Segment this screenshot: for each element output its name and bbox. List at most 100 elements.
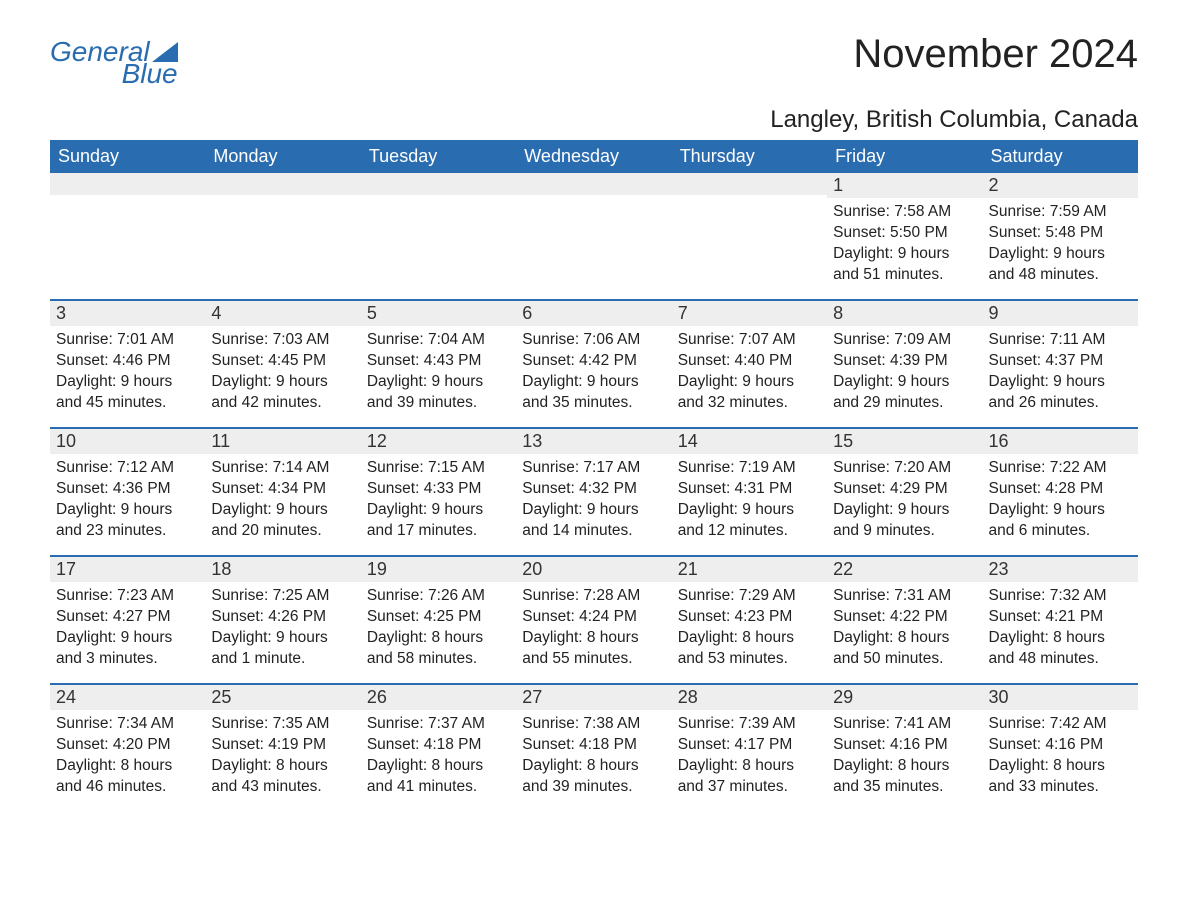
day-number: 7 [672, 299, 827, 326]
sunset-text: Sunset: 4:20 PM [56, 735, 199, 756]
sunrise-text: Sunrise: 7:15 AM [367, 458, 510, 479]
day-details: Sunrise: 7:39 AMSunset: 4:17 PMDaylight:… [672, 710, 827, 806]
calendar-day-cell: 11Sunrise: 7:14 AMSunset: 4:34 PMDayligh… [205, 427, 360, 555]
calendar-day-cell: 12Sunrise: 7:15 AMSunset: 4:33 PMDayligh… [361, 427, 516, 555]
sunset-text: Sunset: 4:43 PM [367, 351, 510, 372]
day-number: 14 [672, 427, 827, 454]
sunset-text: Sunset: 5:50 PM [833, 223, 976, 244]
day-number: 25 [205, 683, 360, 710]
calendar-day-cell: 28Sunrise: 7:39 AMSunset: 4:17 PMDayligh… [672, 683, 827, 811]
title-block: November 2024 [853, 32, 1138, 76]
day-number: 16 [983, 427, 1138, 454]
day-number: 10 [50, 427, 205, 454]
day-details: Sunrise: 7:12 AMSunset: 4:36 PMDaylight:… [50, 454, 205, 550]
day-details: Sunrise: 7:20 AMSunset: 4:29 PMDaylight:… [827, 454, 982, 550]
sunset-text: Sunset: 4:28 PM [989, 479, 1132, 500]
day-details: Sunrise: 7:07 AMSunset: 4:40 PMDaylight:… [672, 326, 827, 422]
calendar-day-cell [672, 171, 827, 299]
sunset-text: Sunset: 4:36 PM [56, 479, 199, 500]
sunrise-text: Sunrise: 7:31 AM [833, 586, 976, 607]
sunrise-text: Sunrise: 7:03 AM [211, 330, 354, 351]
calendar-day-cell: 9Sunrise: 7:11 AMSunset: 4:37 PMDaylight… [983, 299, 1138, 427]
weekday-header: Saturday [983, 142, 1138, 171]
sunrise-text: Sunrise: 7:28 AM [522, 586, 665, 607]
day-number: 28 [672, 683, 827, 710]
calendar-day-cell: 21Sunrise: 7:29 AMSunset: 4:23 PMDayligh… [672, 555, 827, 683]
calendar-day-cell: 26 Sunrise: 7:37 AMSunset: 4:18 PMDayligh… [361, 683, 516, 811]
page-title: November 2024 [853, 32, 1138, 76]
daylight-text: Daylight: 8 hours and 55 minutes. [522, 628, 665, 670]
daylight-text: Daylight: 9 hours and 1 minute. [211, 628, 354, 670]
sunrise-text: Sunrise: 7:06 AM [522, 330, 665, 351]
day-details: Sunrise: 7:06 AMSunset: 4:42 PMDaylight:… [516, 326, 671, 422]
day-number: 3 [50, 299, 205, 326]
sunset-text: Sunset: 4:27 PM [56, 607, 199, 628]
sunrise-text: Sunrise: 7:37 AM [367, 714, 510, 735]
sunrise-text: Sunrise: 7:23 AM [56, 586, 199, 607]
day-number: 30 [983, 683, 1138, 710]
calendar-week-row: 10Sunrise: 7:12 AMSunset: 4:36 PMDayligh… [50, 427, 1138, 555]
calendar-day-cell: 1Sunrise: 7:58 AMSunset: 5:50 PMDaylight… [827, 171, 982, 299]
empty-day-bar [516, 171, 671, 195]
calendar-day-cell: 14Sunrise: 7:19 AMSunset: 4:31 PMDayligh… [672, 427, 827, 555]
sunrise-text: Sunrise: 7:34 AM [56, 714, 199, 735]
day-details: Sunrise: 7:11 AMSunset: 4:37 PMDaylight:… [983, 326, 1138, 422]
calendar-day-cell: 17Sunrise: 7:23 AMSunset: 4:27 PMDayligh… [50, 555, 205, 683]
day-details: Sunrise: 7:34 AMSunset: 4:20 PMDaylight:… [50, 710, 205, 806]
day-details: Sunrise: 7:22 AMSunset: 4:28 PMDaylight:… [983, 454, 1138, 550]
daylight-text: Daylight: 9 hours and 26 minutes. [989, 372, 1132, 414]
day-number: 15 [827, 427, 982, 454]
daylight-text: Daylight: 9 hours and 45 minutes. [56, 372, 199, 414]
calendar-day-cell: 24Sunrise: 7:34 AMSunset: 4:20 PMDayligh… [50, 683, 205, 811]
daylight-text: Daylight: 9 hours and 23 minutes. [56, 500, 199, 542]
day-number: 20 [516, 555, 671, 582]
day-details: Sunrise: 7:58 AMSunset: 5:50 PMDaylight:… [827, 198, 982, 294]
sunrise-text: Sunrise: 7:41 AM [833, 714, 976, 735]
day-number: 13 [516, 427, 671, 454]
day-number: 29 [827, 683, 982, 710]
weekday-header: Sunday [50, 142, 205, 171]
day-number: 12 [361, 427, 516, 454]
calendar-week-row: 3Sunrise: 7:01 AMSunset: 4:46 PMDaylight… [50, 299, 1138, 427]
calendar-day-cell: 4Sunrise: 7:03 AMSunset: 4:45 PMDaylight… [205, 299, 360, 427]
calendar-day-cell: 29Sunrise: 7:41 AMSunset: 4:16 PMDayligh… [827, 683, 982, 811]
sunrise-text: Sunrise: 7:35 AM [211, 714, 354, 735]
daylight-text: Daylight: 8 hours and 37 minutes. [678, 756, 821, 798]
sunset-text: Sunset: 4:18 PM [522, 735, 665, 756]
daylight-text: Daylight: 8 hours and 50 minutes. [833, 628, 976, 670]
day-details: Sunrise: 7:28 AMSunset: 4:24 PMDaylight:… [516, 582, 671, 678]
sunset-text: Sunset: 4:18 PM [367, 735, 510, 756]
weekday-header: Friday [827, 142, 982, 171]
day-number: 6 [516, 299, 671, 326]
sunrise-text: Sunrise: 7:42 AM [989, 714, 1132, 735]
day-number: 26 [361, 683, 516, 710]
sunset-text: Sunset: 4:40 PM [678, 351, 821, 372]
daylight-text: Daylight: 8 hours and 43 minutes. [211, 756, 354, 798]
daylight-text: Daylight: 8 hours and 41 minutes. [367, 756, 510, 798]
day-details: Sunrise: 7:04 AMSunset: 4:43 PMDaylight:… [361, 326, 516, 422]
day-details: Sunrise: 7:35 AMSunset: 4:19 PMDaylight:… [205, 710, 360, 806]
sunset-text: Sunset: 4:17 PM [678, 735, 821, 756]
day-details: Sunrise: 7:23 AMSunset: 4:27 PMDaylight:… [50, 582, 205, 678]
sunset-text: Sunset: 4:39 PM [833, 351, 976, 372]
sunset-text: Sunset: 4:21 PM [989, 607, 1132, 628]
daylight-text: Daylight: 8 hours and 39 minutes. [522, 756, 665, 798]
calendar-day-cell: 3Sunrise: 7:01 AMSunset: 4:46 PMDaylight… [50, 299, 205, 427]
sunrise-text: Sunrise: 7:01 AM [56, 330, 199, 351]
day-number: 21 [672, 555, 827, 582]
daylight-text: Daylight: 9 hours and 35 minutes. [522, 372, 665, 414]
sunset-text: Sunset: 4:34 PM [211, 479, 354, 500]
sunrise-text: Sunrise: 7:22 AM [989, 458, 1132, 479]
day-number: 8 [827, 299, 982, 326]
day-details: Sunrise: 7:41 AMSunset: 4:16 PMDaylight:… [827, 710, 982, 806]
daylight-text: Daylight: 8 hours and 58 minutes. [367, 628, 510, 670]
weekday-header: Wednesday [516, 142, 671, 171]
daylight-text: Daylight: 9 hours and 39 minutes. [367, 372, 510, 414]
daylight-text: Daylight: 9 hours and 14 minutes. [522, 500, 665, 542]
day-number: 5 [361, 299, 516, 326]
sunset-text: Sunset: 4:37 PM [989, 351, 1132, 372]
calendar-day-cell: 10Sunrise: 7:12 AMSunset: 4:36 PMDayligh… [50, 427, 205, 555]
daylight-text: Daylight: 9 hours and 12 minutes. [678, 500, 821, 542]
calendar-day-cell: 18Sunrise: 7:25 AMSunset: 4:26 PMDayligh… [205, 555, 360, 683]
empty-day-bar [361, 171, 516, 195]
